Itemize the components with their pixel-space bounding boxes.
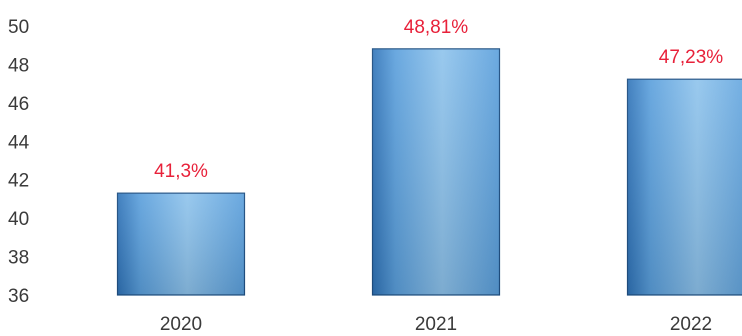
y-tick-label: 46 [8,94,29,115]
bar-shade-2020 [117,193,245,295]
y-tick-label: 38 [8,248,29,269]
bar-shade-2021 [372,48,500,295]
x-tick-label-2022: 2022 [670,314,712,335]
data-label-2022: 47,23% [659,47,724,68]
bar-shade-2022 [627,79,742,295]
bars [116,48,742,296]
y-tick-label: 42 [8,171,29,192]
y-tick-label: 48 [8,55,29,76]
y-tick-label: 36 [8,286,29,307]
x-axis: 2020 2021 2022 [160,314,712,335]
y-axis: 36 38 40 42 44 46 48 50 [8,17,30,307]
data-label-2020: 41,3% [154,161,208,182]
y-tick-label: 44 [8,132,30,153]
y-tick-label: 50 [8,17,29,38]
data-labels: 41,3% 48,81% 47,23% [154,17,723,182]
x-tick-label-2020: 2020 [160,314,202,335]
x-tick-label-2021: 2021 [415,314,457,335]
y-tick-label: 40 [8,209,29,230]
data-label-2021: 48,81% [404,17,469,38]
